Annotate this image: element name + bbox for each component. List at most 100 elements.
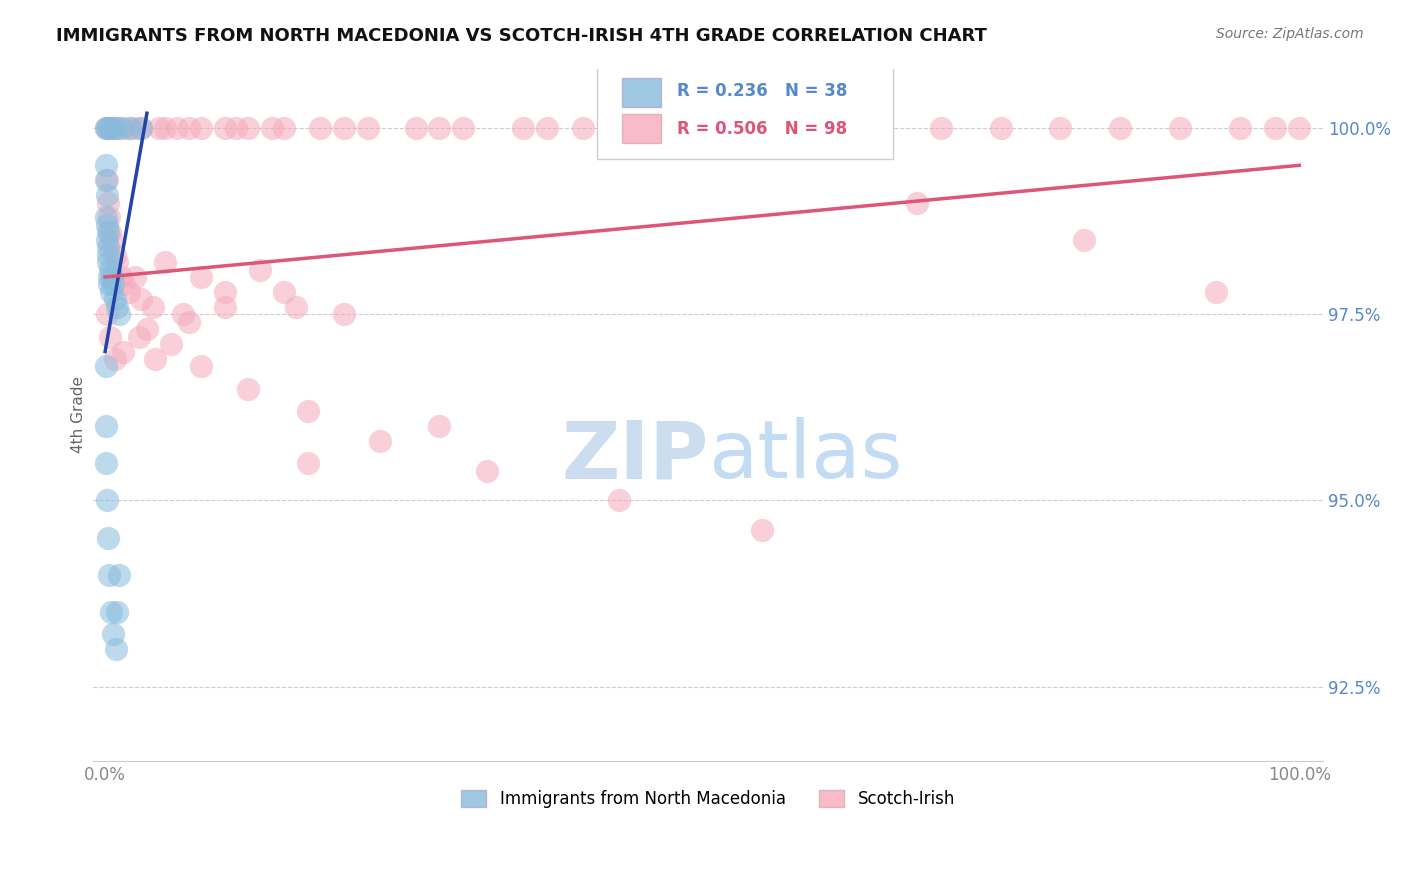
Point bbox=[124, 270, 146, 285]
Point bbox=[512, 121, 534, 136]
Point bbox=[607, 493, 630, 508]
Point bbox=[94, 173, 117, 187]
Point bbox=[100, 285, 122, 299]
Point bbox=[1049, 121, 1071, 136]
Point bbox=[536, 121, 558, 136]
Point bbox=[111, 121, 134, 136]
Point bbox=[333, 307, 356, 321]
Point bbox=[690, 121, 713, 136]
Point bbox=[96, 307, 118, 321]
Point bbox=[190, 270, 212, 285]
Text: R = 0.506   N = 98: R = 0.506 N = 98 bbox=[678, 120, 848, 137]
Point bbox=[101, 233, 124, 247]
Point bbox=[751, 121, 773, 136]
Point bbox=[96, 121, 118, 136]
Point bbox=[105, 605, 128, 619]
Point bbox=[105, 255, 128, 269]
Point bbox=[97, 225, 120, 239]
Point bbox=[357, 121, 380, 136]
Point bbox=[143, 351, 166, 366]
Point bbox=[571, 121, 593, 136]
Point bbox=[105, 300, 128, 314]
Point bbox=[159, 337, 181, 351]
Point bbox=[631, 121, 654, 136]
Point bbox=[110, 270, 132, 285]
Point bbox=[273, 121, 295, 136]
Point bbox=[118, 285, 141, 299]
Point bbox=[96, 248, 118, 262]
Point bbox=[129, 121, 152, 136]
Point bbox=[870, 121, 893, 136]
Point bbox=[96, 188, 118, 202]
Point bbox=[1168, 121, 1191, 136]
Point bbox=[112, 277, 135, 292]
Point bbox=[96, 211, 118, 225]
Point bbox=[128, 329, 150, 343]
Text: atlas: atlas bbox=[709, 417, 903, 495]
Point bbox=[103, 627, 125, 641]
Point bbox=[96, 493, 118, 508]
Point bbox=[177, 315, 200, 329]
Point bbox=[1264, 121, 1286, 136]
Point bbox=[214, 121, 236, 136]
Point bbox=[297, 456, 319, 470]
Point bbox=[190, 121, 212, 136]
FancyBboxPatch shape bbox=[598, 62, 893, 159]
Point bbox=[405, 121, 427, 136]
Point bbox=[104, 642, 127, 657]
Point bbox=[101, 270, 124, 285]
Point bbox=[97, 568, 120, 582]
Point bbox=[108, 307, 131, 321]
Point bbox=[108, 568, 131, 582]
Point bbox=[97, 240, 120, 254]
Point bbox=[453, 121, 475, 136]
Point bbox=[104, 293, 127, 307]
Point bbox=[94, 359, 117, 374]
Text: IMMIGRANTS FROM NORTH MACEDONIA VS SCOTCH-IRISH 4TH GRADE CORRELATION CHART: IMMIGRANTS FROM NORTH MACEDONIA VS SCOTC… bbox=[56, 27, 987, 45]
Point bbox=[94, 121, 117, 136]
Point bbox=[98, 262, 121, 277]
Text: R = 0.236   N = 38: R = 0.236 N = 38 bbox=[678, 82, 848, 101]
Point bbox=[129, 121, 152, 136]
Point bbox=[1288, 121, 1310, 136]
Point bbox=[100, 605, 122, 619]
Point bbox=[97, 211, 120, 225]
Point bbox=[333, 121, 356, 136]
Point bbox=[104, 248, 127, 262]
Point bbox=[1205, 285, 1227, 299]
Point bbox=[97, 121, 120, 136]
Point bbox=[1073, 233, 1095, 247]
Point bbox=[929, 121, 952, 136]
Point bbox=[153, 121, 176, 136]
Point bbox=[477, 464, 499, 478]
Point bbox=[104, 121, 127, 136]
Point bbox=[129, 293, 152, 307]
Point bbox=[98, 121, 121, 136]
Point bbox=[172, 307, 194, 321]
Point bbox=[96, 121, 118, 136]
Point bbox=[96, 456, 118, 470]
Point bbox=[297, 404, 319, 418]
Point bbox=[104, 121, 127, 136]
Point bbox=[118, 121, 141, 136]
Point bbox=[225, 121, 247, 136]
Point bbox=[1229, 121, 1251, 136]
Point bbox=[98, 277, 121, 292]
Point bbox=[94, 419, 117, 434]
Point bbox=[214, 285, 236, 299]
Point bbox=[273, 285, 295, 299]
Point bbox=[96, 233, 118, 247]
Point bbox=[238, 382, 260, 396]
Point bbox=[135, 322, 157, 336]
Point bbox=[368, 434, 391, 448]
Point bbox=[103, 277, 125, 292]
Point bbox=[655, 121, 678, 136]
FancyBboxPatch shape bbox=[621, 78, 661, 107]
Point bbox=[98, 225, 121, 239]
Point bbox=[238, 121, 260, 136]
Point bbox=[96, 173, 118, 187]
Point bbox=[96, 218, 118, 232]
Point bbox=[751, 523, 773, 537]
Point bbox=[97, 255, 120, 269]
Point bbox=[96, 195, 118, 210]
